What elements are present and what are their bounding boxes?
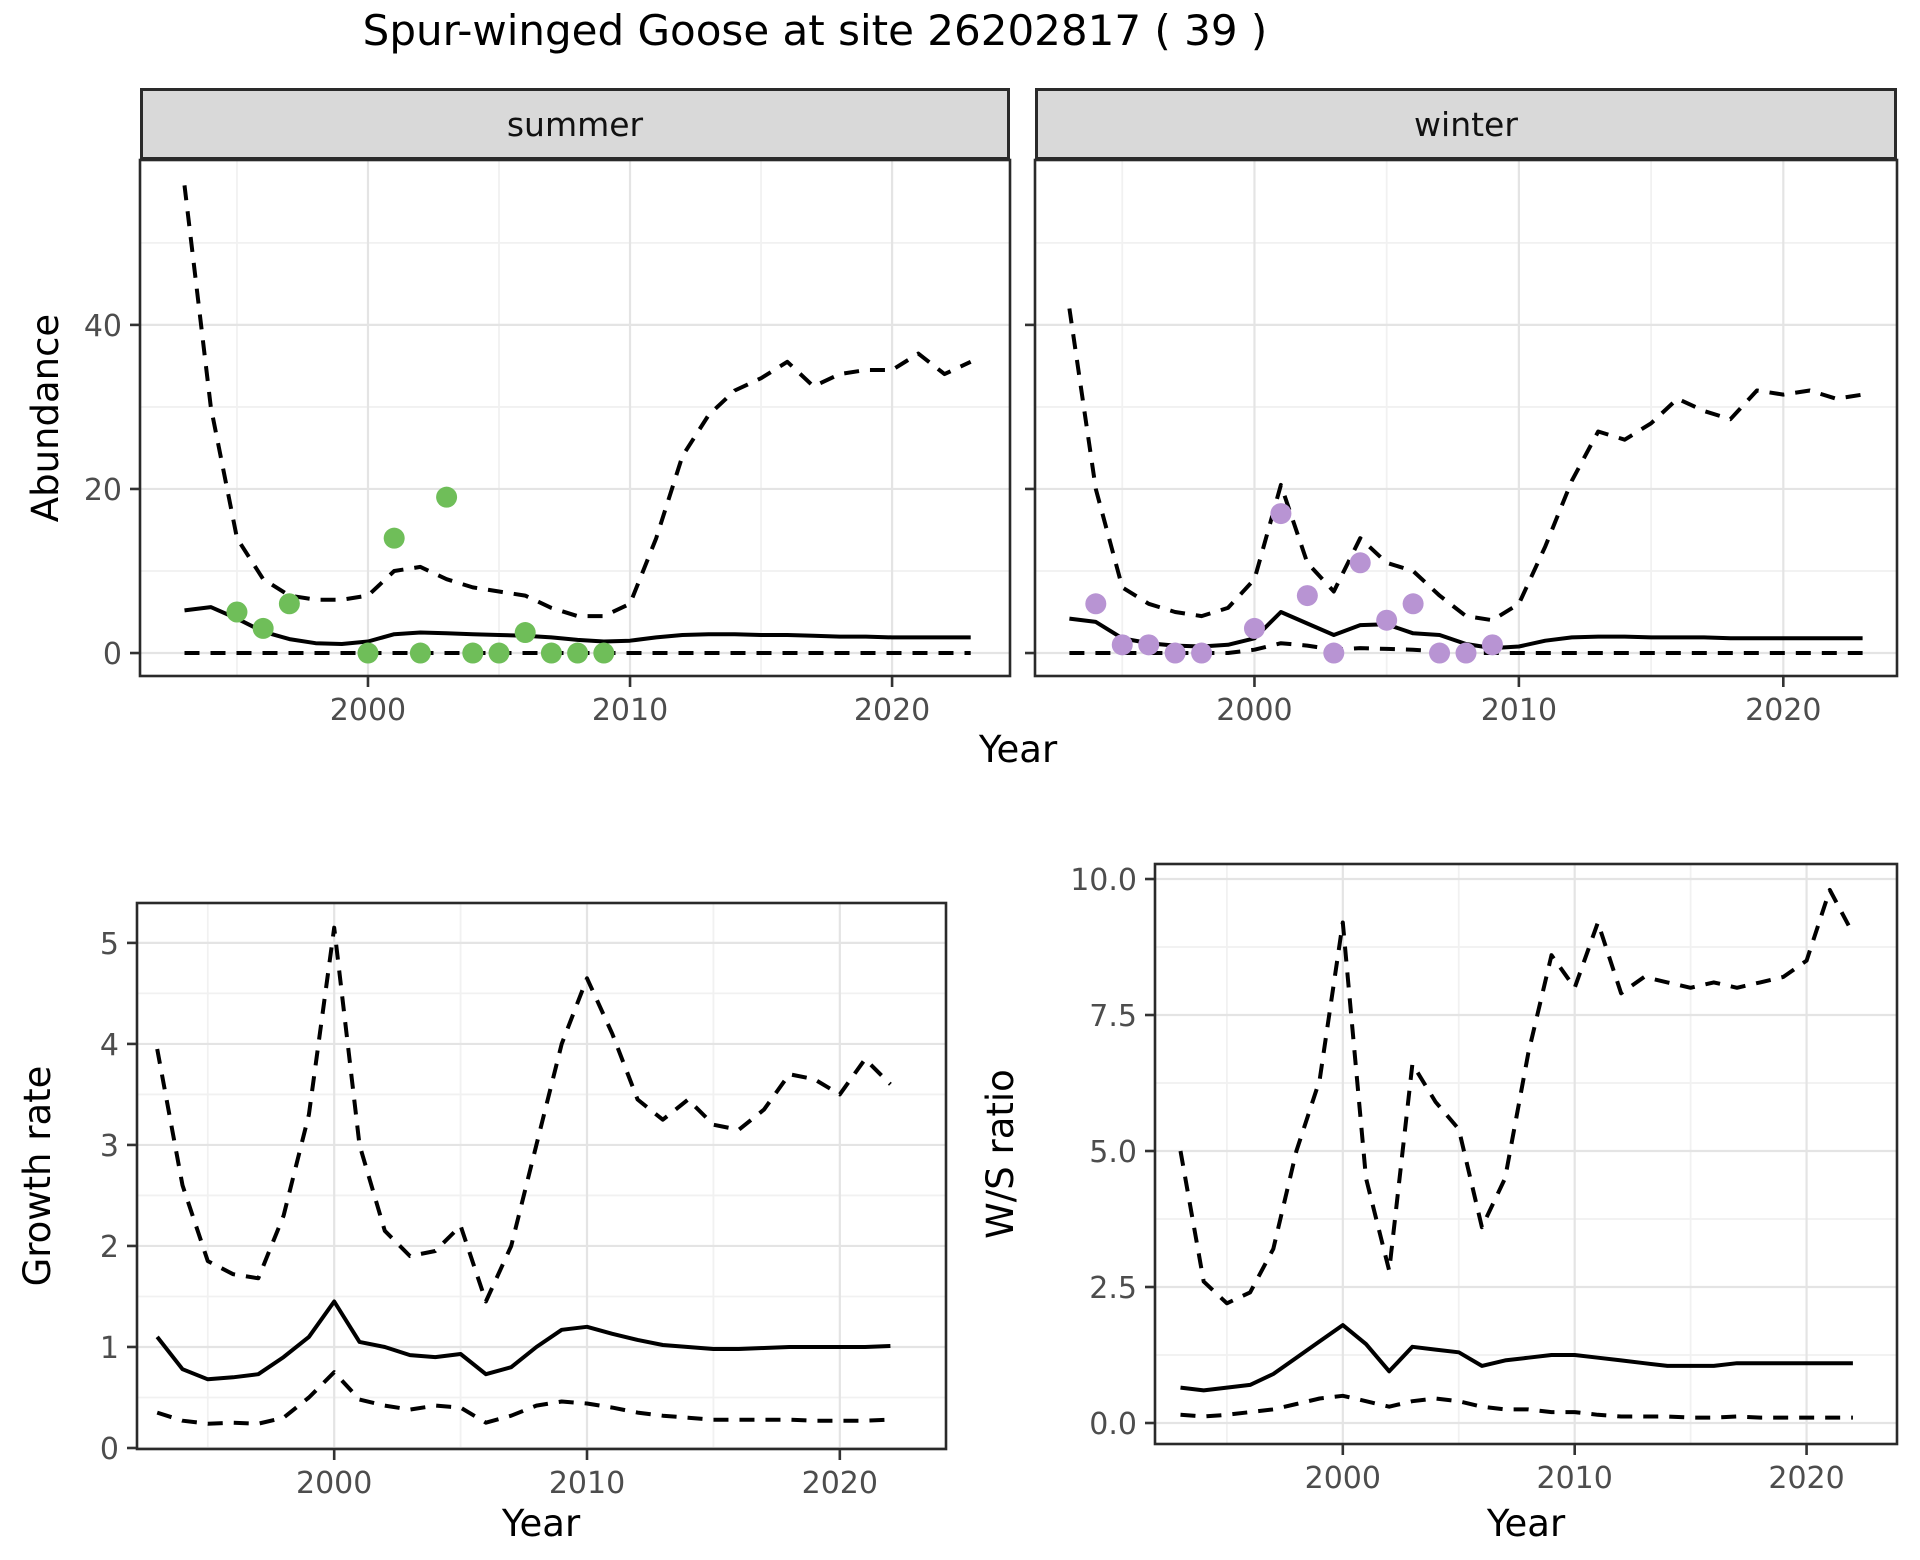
y-tick-label: 0 bbox=[100, 1432, 119, 1467]
series-line-lower-ci bbox=[156, 1370, 891, 1426]
series-line-upper-ci bbox=[1178, 887, 1855, 1306]
panel-border bbox=[138, 158, 1012, 678]
y-tick-label: 40 bbox=[84, 309, 122, 344]
data-point-summer-observed bbox=[593, 642, 615, 664]
panel-background bbox=[140, 160, 1010, 676]
facet-strip-summer: summer bbox=[140, 88, 1010, 160]
y-tick-label: 0 bbox=[103, 637, 122, 672]
data-point-summer-observed bbox=[409, 642, 431, 664]
y-tick-label: 5.0 bbox=[1089, 1135, 1137, 1170]
series-line-fit bbox=[155, 1299, 891, 1382]
x-tick-label: 2020 bbox=[1745, 693, 1821, 728]
y-tick-label: 20 bbox=[84, 473, 122, 508]
facet-strip-winter-label: winter bbox=[1414, 104, 1518, 144]
x-tick-label: 2020 bbox=[1768, 1461, 1844, 1496]
data-point-winter-observed bbox=[1402, 593, 1424, 615]
data-point-winter-observed bbox=[1455, 642, 1477, 664]
x-tick-label: 2000 bbox=[330, 693, 406, 728]
y-axis-title-ws-ratio: W/S ratio bbox=[978, 1069, 1022, 1239]
data-point-winter-observed bbox=[1243, 617, 1265, 639]
panel-winter: 2000 2010 2020 bbox=[1025, 158, 1899, 728]
data-point-winter-observed bbox=[1349, 552, 1371, 574]
y-tick-label: 1 bbox=[100, 1331, 119, 1366]
series-line-fit bbox=[184, 605, 971, 646]
series-line-upper-ci bbox=[155, 925, 892, 1304]
data-point-winter-observed bbox=[1085, 593, 1107, 615]
y-tick-label: 2.5 bbox=[1089, 1271, 1137, 1306]
data-point-summer-observed bbox=[226, 601, 248, 623]
series-line-upper-ci bbox=[1067, 308, 1863, 623]
data-point-summer-observed bbox=[278, 593, 300, 615]
data-point-summer-observed bbox=[252, 617, 274, 639]
x-tick-label: 2000 bbox=[1305, 1461, 1381, 1496]
x-tick-label: 2000 bbox=[296, 1466, 372, 1501]
data-point-summer-observed bbox=[540, 642, 562, 664]
series-line-lower-ci bbox=[1180, 1393, 1853, 1420]
data-point-summer-observed bbox=[436, 486, 458, 508]
panel-background bbox=[137, 903, 946, 1449]
x-tick-label: 2000 bbox=[1216, 693, 1292, 728]
data-point-winter-observed bbox=[1296, 585, 1318, 607]
y-tick-label: 3 bbox=[100, 1129, 119, 1164]
panel-growth-rate: 2000 2010 2020 0 1 2 3 4 5 bbox=[100, 901, 948, 1501]
panel-summer: 2000 2010 2020 0 20 40 bbox=[84, 158, 1012, 728]
facet-strip-winter: winter bbox=[1035, 88, 1897, 160]
panel-background bbox=[1155, 864, 1897, 1444]
panel-border bbox=[135, 901, 948, 1451]
data-point-winter-observed bbox=[1429, 642, 1451, 664]
y-tick-label: 7.5 bbox=[1089, 999, 1137, 1034]
x-tick-label: 2010 bbox=[1481, 693, 1557, 728]
data-point-summer-observed bbox=[514, 622, 536, 644]
data-point-summer-observed bbox=[383, 527, 405, 549]
y-axis-title-abundance: Abundance bbox=[23, 313, 67, 523]
x-tick-label: 2010 bbox=[549, 1466, 625, 1501]
y-tick-label: 4 bbox=[100, 1028, 119, 1063]
data-point-winter-observed bbox=[1376, 609, 1398, 631]
x-tick-label: 2020 bbox=[854, 693, 930, 728]
y-tick-label: 0.0 bbox=[1089, 1407, 1137, 1442]
data-point-summer-observed bbox=[488, 642, 510, 664]
data-point-winter-observed bbox=[1138, 634, 1160, 656]
x-axis-title-year-growth: Year bbox=[501, 1502, 581, 1545]
y-tick-label: 2 bbox=[100, 1230, 119, 1265]
facet-strip-summer-label: summer bbox=[506, 104, 644, 144]
x-tick-label: 2010 bbox=[592, 693, 668, 728]
y-tick-label: 5 bbox=[100, 927, 119, 962]
y-tick-label: 10.0 bbox=[1070, 863, 1137, 898]
chart-title: Spur-winged Goose at site 26202817 ( 39 … bbox=[362, 6, 1268, 55]
data-point-winter-observed bbox=[1481, 634, 1503, 656]
data-point-summer-observed bbox=[357, 642, 379, 664]
data-point-winter-observed bbox=[1270, 503, 1292, 525]
x-axis-title-year-top: Year bbox=[978, 728, 1058, 771]
panel-background bbox=[1035, 160, 1897, 676]
x-axis-title-year-ws: Year bbox=[1486, 1502, 1566, 1545]
panel-border bbox=[1153, 862, 1899, 1446]
data-point-winter-observed bbox=[1191, 642, 1213, 664]
panel-w-s-ratio: 2000 2010 2020 0.0 2.5 5.0 7.5 10.0 bbox=[1070, 862, 1899, 1496]
data-point-winter-observed bbox=[1323, 642, 1345, 664]
data-point-summer-observed bbox=[567, 642, 589, 664]
y-axis-title-growth-rate: Growth rate bbox=[15, 1065, 59, 1287]
data-point-winter-observed bbox=[1111, 634, 1133, 656]
data-point-winter-observed bbox=[1164, 642, 1186, 664]
series-line-fit bbox=[1180, 1323, 1853, 1393]
x-tick-label: 2020 bbox=[802, 1466, 878, 1501]
x-tick-label: 2010 bbox=[1537, 1461, 1613, 1496]
panel-border bbox=[1033, 158, 1899, 678]
data-point-summer-observed bbox=[462, 642, 484, 664]
